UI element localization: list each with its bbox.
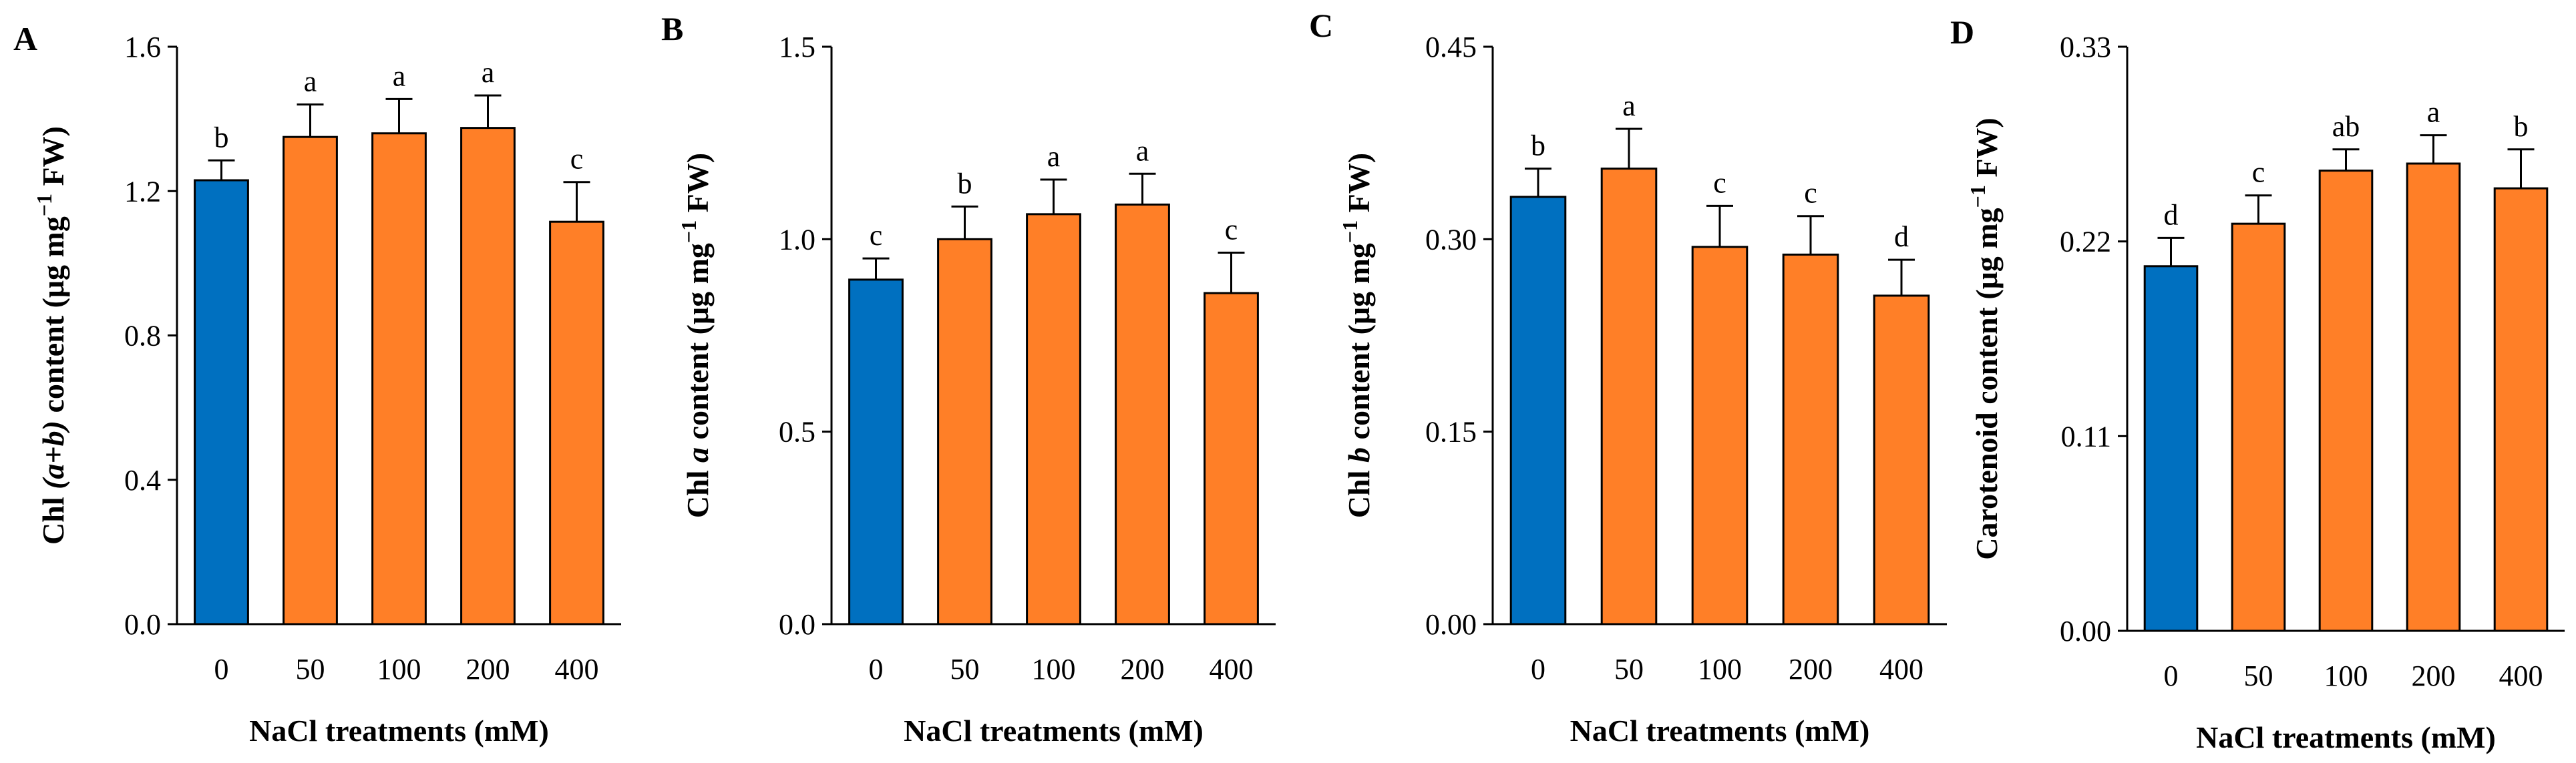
x-axis-label: NaCl treatments (mM)	[1570, 714, 1870, 748]
bar-0	[848, 278, 904, 625]
significance-letter: a	[304, 65, 317, 98]
panel-label: D	[1950, 13, 1974, 51]
y-tick-label: 0.5	[779, 416, 815, 449]
significance-letter: a	[1047, 140, 1061, 173]
significance-letter: a	[393, 59, 406, 92]
bar-200	[1782, 253, 1839, 625]
y-tick-label: 0.4	[124, 464, 161, 497]
y-tick-label: 0.00	[2060, 615, 2111, 648]
significance-letter: a	[2427, 96, 2440, 129]
y-tick-label: 0.33	[2060, 31, 2111, 63]
bar-50	[937, 238, 992, 625]
x-axis-label: NaCl treatments (mM)	[904, 714, 1204, 748]
x-tick-label: 0	[869, 653, 884, 686]
x-tick-label: 400	[2499, 660, 2543, 692]
bar-400	[2493, 187, 2549, 632]
significance-letter: c	[570, 143, 584, 176]
bar-200	[2406, 162, 2461, 632]
panel-b: Bc 0 b 50 a 100 a 200 c 400 0.0 0.5 1.0 1.5 NaCl treat…	[661, 10, 1276, 748]
x-tick-label: 100	[2324, 660, 2368, 692]
significance-letter: a	[1136, 134, 1149, 167]
y-tick-label: 1.5	[779, 31, 815, 63]
bar-0	[194, 179, 249, 625]
panel-label: B	[661, 10, 683, 47]
bar-100	[1691, 246, 1749, 625]
x-axis-label: NaCl treatments (mM)	[249, 714, 549, 748]
significance-letter: ab	[2332, 110, 2360, 143]
x-tick-label: 200	[1789, 653, 1833, 686]
significance-letter: b	[214, 121, 229, 154]
significance-letter: a	[482, 56, 495, 89]
bar-200	[1115, 203, 1170, 625]
x-tick-label: 50	[2244, 660, 2273, 692]
y-tick-label: 1.6	[124, 31, 161, 63]
y-tick-label: 0.0	[124, 608, 161, 641]
y-tick-label: 0.30	[1425, 223, 1477, 256]
significance-letter: c	[1225, 214, 1238, 246]
x-axis-label: NaCl treatments (mM)	[2196, 720, 2496, 754]
bar-100	[2318, 170, 2374, 632]
x-tick-label: 200	[1121, 653, 1165, 686]
bar-0	[2143, 265, 2199, 632]
x-tick-label: 100	[1032, 653, 1076, 686]
x-tick-label: 200	[466, 653, 510, 686]
x-tick-label: 200	[2412, 660, 2456, 692]
bar-50	[1600, 168, 1658, 625]
panel-d: Dd 0 c 50 ab 100 a 200 b 400 0.00 0.11 0.22 0.33 NaCl …	[1950, 13, 2565, 754]
y-axis-label: Carotenoid content (μg mg−1 FW)	[1966, 117, 2004, 560]
bar-400	[1204, 292, 1259, 625]
panel-label: C	[1309, 7, 1333, 44]
bar-50	[2231, 222, 2286, 632]
significance-letter: b	[1531, 130, 1545, 162]
x-tick-label: 400	[1210, 653, 1254, 686]
x-tick-label: 0	[2164, 660, 2179, 692]
significance-letter: d	[1894, 220, 1909, 253]
significance-letter: d	[2164, 198, 2179, 231]
bar-100	[1026, 213, 1081, 625]
y-tick-label: 0.45	[1425, 31, 1477, 63]
y-tick-label: 1.2	[124, 175, 161, 208]
y-tick-label: 0.22	[2060, 226, 2111, 258]
x-tick-label: 0	[1531, 653, 1545, 686]
x-tick-label: 0	[214, 653, 229, 686]
significance-letter: a	[1622, 89, 1636, 122]
significance-letter: b	[2514, 110, 2529, 143]
y-tick-label: 0.00	[1425, 608, 1477, 641]
significance-letter: c	[870, 219, 883, 252]
x-tick-label: 50	[296, 653, 325, 686]
y-axis-label: Chl a content (μg mg−1 FW)	[677, 153, 715, 518]
bar-200	[460, 127, 516, 625]
y-axis-label: Chl b content (μg mg−1 FW)	[1338, 153, 1376, 518]
x-tick-label: 50	[1614, 653, 1644, 686]
bar-50	[283, 136, 338, 625]
y-tick-label: 0.15	[1425, 416, 1477, 449]
y-tick-label: 0.8	[124, 320, 161, 352]
x-tick-label: 400	[555, 653, 599, 686]
x-tick-label: 100	[377, 653, 421, 686]
bar-400	[549, 220, 604, 625]
significance-letter: c	[1804, 177, 1817, 210]
y-tick-label: 0.11	[2061, 420, 2111, 453]
y-axis-label: Chl (a+b) content (μg mg−1 FW)	[32, 126, 70, 545]
x-tick-label: 50	[950, 653, 980, 686]
panel-a: Ab 0 a 50 a 100 a 200 c 400 0.0 0.4 0.8 1.2 1.6 NaCl tr…	[13, 20, 621, 748]
bar-0	[1509, 196, 1567, 625]
bar-400	[1873, 294, 1930, 625]
panel-c: Cb 0 a 50 c 100 c 200 d 400 0.00 0.15 0.30 0.45 NaCl t…	[1309, 7, 1947, 748]
y-tick-label: 0.0	[779, 608, 815, 641]
x-tick-label: 100	[1698, 653, 1742, 686]
panel-label: A	[13, 20, 37, 57]
x-tick-label: 400	[1879, 653, 1923, 686]
bar-100	[371, 132, 427, 625]
y-tick-label: 1.0	[779, 223, 815, 256]
significance-letter: b	[958, 167, 972, 200]
significance-letter: c	[1713, 166, 1726, 199]
significance-letter: c	[2252, 156, 2265, 189]
